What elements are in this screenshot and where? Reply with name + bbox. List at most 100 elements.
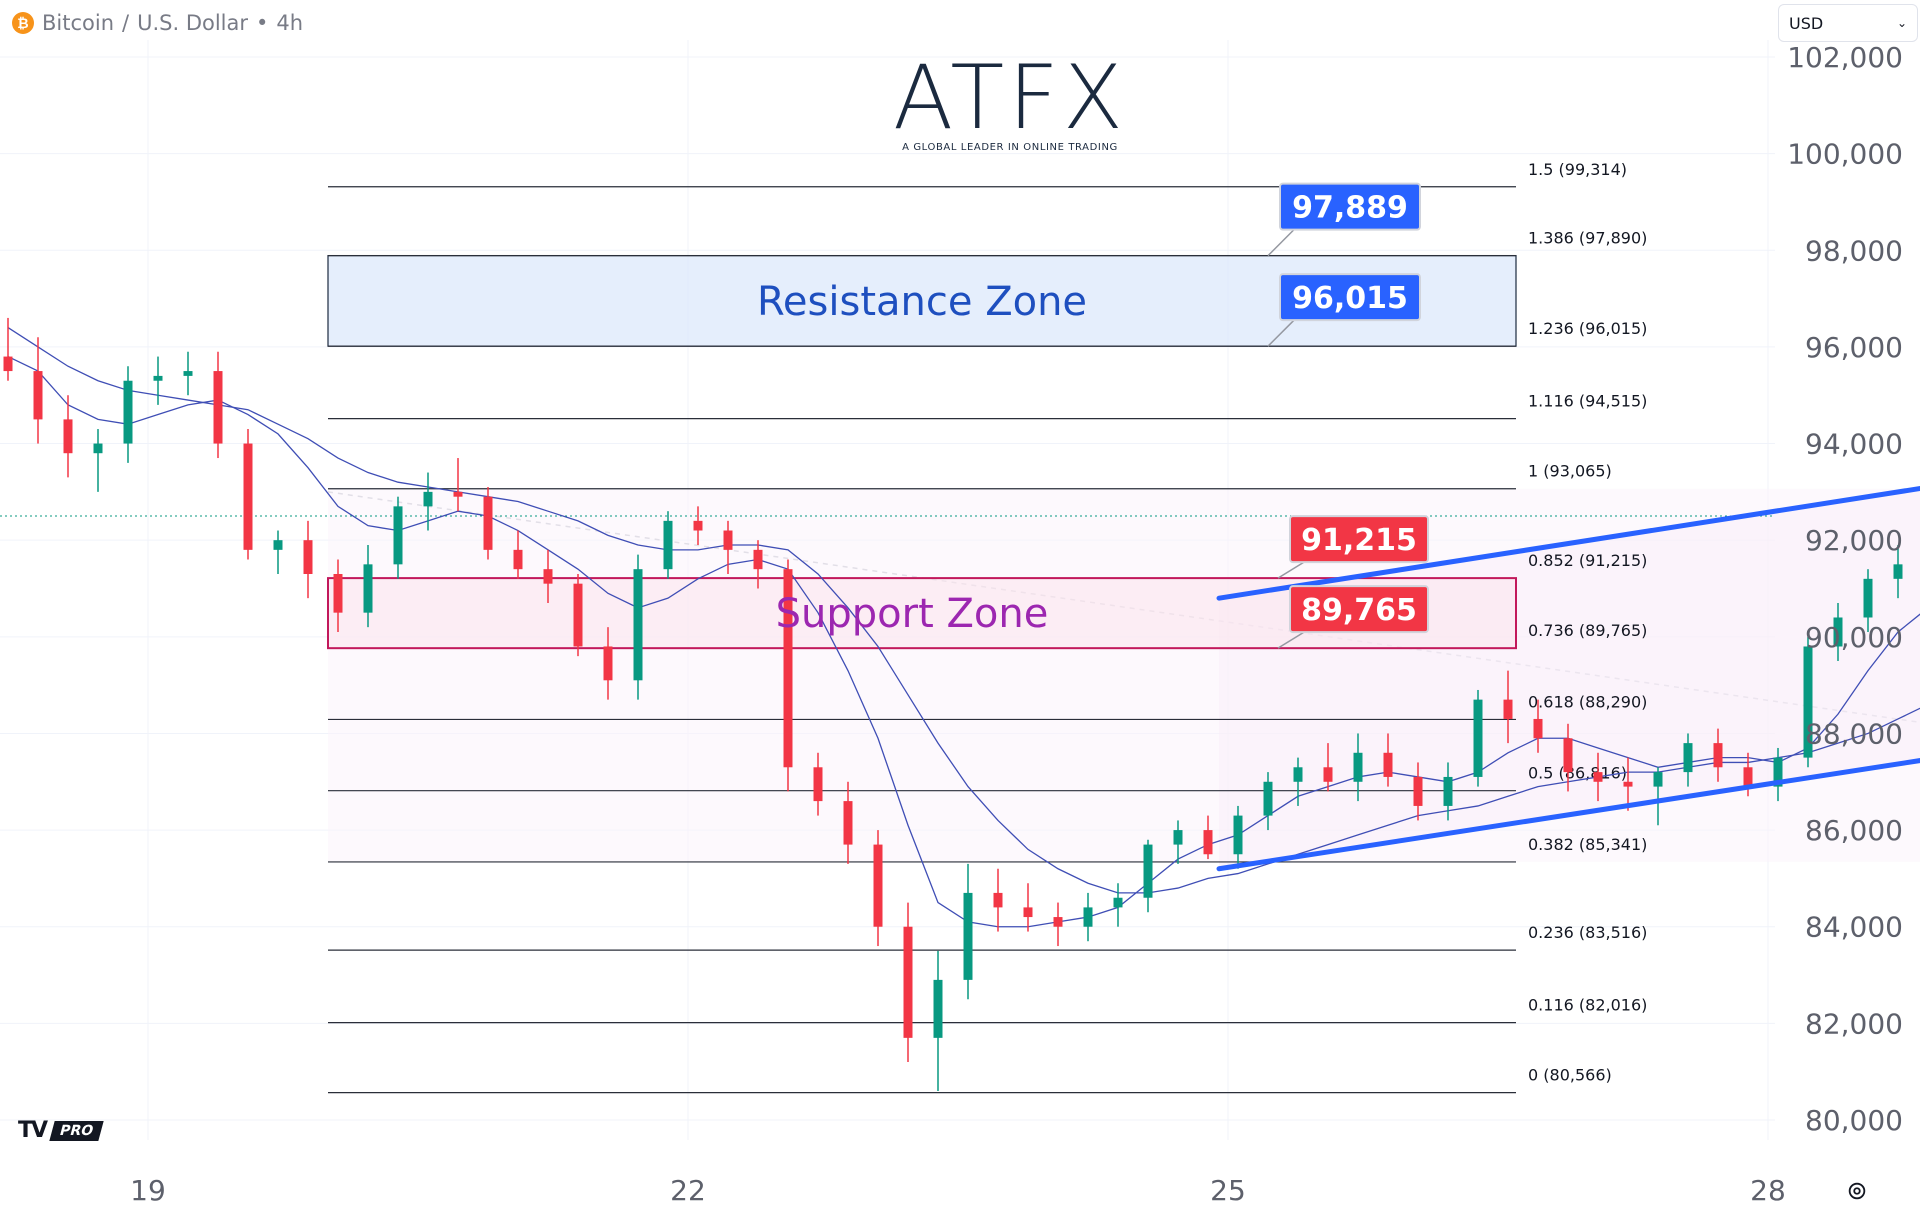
bullish-candle xyxy=(183,351,193,396)
price-label-box xyxy=(1289,585,1429,634)
bullish-candle xyxy=(1833,602,1843,661)
bullish-candle xyxy=(663,511,673,579)
bullish-candle xyxy=(393,496,403,579)
interval-label: 4h xyxy=(276,11,304,35)
candle-body xyxy=(1473,699,1483,777)
bearish-candle xyxy=(1203,815,1213,860)
bearish-candle xyxy=(843,781,853,864)
candle-body xyxy=(243,443,253,550)
bullish-candle xyxy=(1773,747,1783,802)
candle-body xyxy=(123,380,133,444)
symbol-name: Bitcoin xyxy=(42,11,115,35)
currency-selector[interactable]: USD ⌄ xyxy=(1778,4,1918,42)
channel-upper-line[interactable] xyxy=(1216,241,1920,601)
bearish-candle xyxy=(693,506,703,546)
candle-body xyxy=(1443,776,1453,806)
bitcoin-icon: ₿ xyxy=(12,12,34,34)
bearish-candle xyxy=(1503,670,1513,744)
candle-body xyxy=(1413,776,1423,806)
bearish-candle xyxy=(753,540,763,589)
candle-body xyxy=(633,569,643,681)
bearish-candle xyxy=(903,902,913,1063)
bullish-candle xyxy=(1353,733,1363,802)
candle-body xyxy=(93,443,103,454)
candle-body xyxy=(843,801,853,845)
chevron-down-icon: ⌄ xyxy=(1896,16,1907,30)
candle-body xyxy=(1743,767,1753,787)
bearish-candle xyxy=(483,487,493,560)
candle-body xyxy=(1773,757,1783,787)
y-axis-tick-label: 92,000 xyxy=(1805,524,1903,557)
price-label-pointer xyxy=(1267,319,1295,347)
candle-body xyxy=(1203,830,1213,855)
bearish-candle xyxy=(1323,743,1333,792)
candle-body xyxy=(1263,781,1273,816)
candle-body xyxy=(1593,772,1603,782)
y-axis-tick-label: 82,000 xyxy=(1805,1007,1903,1040)
candle-body xyxy=(603,646,613,681)
bearish-candle xyxy=(3,317,13,381)
bullish-candle xyxy=(1173,820,1183,864)
bearish-candle xyxy=(813,752,823,816)
settings-icon[interactable] xyxy=(1846,1180,1868,1202)
bearish-candle xyxy=(993,868,1003,932)
candle-body xyxy=(363,564,373,613)
price-label-text: 97,889 xyxy=(1292,191,1408,226)
candle-body xyxy=(1323,767,1333,782)
bullish-candle xyxy=(363,545,373,628)
x-axis-tick-label: 22 xyxy=(670,1174,706,1207)
candle-body xyxy=(1863,578,1873,618)
y-axis-tick-label: 84,000 xyxy=(1805,911,1903,944)
candle-body xyxy=(1053,917,1063,927)
candle-body xyxy=(933,979,943,1038)
symbol-separator: / xyxy=(122,11,130,35)
bearish-candle xyxy=(1623,757,1633,811)
symbol-header[interactable]: ₿ Bitcoin / U.S. Dollar • 4h xyxy=(12,8,303,38)
bearish-candle xyxy=(1413,762,1423,821)
fib-shade xyxy=(328,488,1920,862)
resistance-zone-label: Resistance Zone xyxy=(757,279,1087,325)
bullish-candle xyxy=(123,366,133,463)
x-axis-tick-label: 28 xyxy=(1750,1174,1786,1207)
x-axis-tick-label: 25 xyxy=(1210,1174,1246,1207)
bullish-candle xyxy=(1113,883,1123,927)
candle-body xyxy=(393,506,403,565)
candle-body xyxy=(1533,718,1543,739)
candle-body xyxy=(1383,752,1393,777)
logo-wordmark: ATFX xyxy=(892,46,1128,149)
candle-body xyxy=(1833,617,1843,647)
bearish-candle xyxy=(1383,733,1393,787)
price-label-box xyxy=(1279,273,1421,322)
candle-body xyxy=(423,491,433,507)
interval-dot: • xyxy=(256,11,269,35)
tradingview-watermark: TV PRO xyxy=(18,1118,104,1143)
candle-body xyxy=(903,926,913,1038)
channel-lower-line[interactable] xyxy=(1216,516,1920,872)
y-axis-tick-label: 90,000 xyxy=(1805,621,1903,654)
candle-body xyxy=(273,540,283,550)
candle-body xyxy=(1233,815,1243,855)
y-axis-tick-label: 96,000 xyxy=(1805,331,1903,364)
price-label-text: 89,765 xyxy=(1301,593,1417,628)
candle-body xyxy=(1083,907,1093,927)
candle-body xyxy=(1893,564,1903,579)
candle-body xyxy=(513,549,523,570)
x-axis-tick-label: 19 xyxy=(130,1174,166,1207)
candle-body xyxy=(573,583,583,647)
candle-body xyxy=(1503,699,1513,719)
bullish-candle xyxy=(1893,545,1903,599)
fib-level-label: 0.852 (91,215) xyxy=(1528,551,1647,570)
candle-body xyxy=(183,371,193,376)
bullish-candle xyxy=(1863,569,1873,632)
bearish-candle xyxy=(303,520,313,599)
bullish-candle xyxy=(1803,636,1813,768)
candle-body xyxy=(1683,743,1693,773)
y-axis-tick-label: 100,000 xyxy=(1787,138,1903,171)
bearish-candle xyxy=(1563,723,1573,792)
fib-level-label: 1.236 (96,015) xyxy=(1528,319,1647,338)
bearish-candle xyxy=(723,520,733,575)
bullish-candle xyxy=(273,530,283,575)
bearish-candle xyxy=(333,559,343,632)
bearish-candle xyxy=(63,395,73,478)
